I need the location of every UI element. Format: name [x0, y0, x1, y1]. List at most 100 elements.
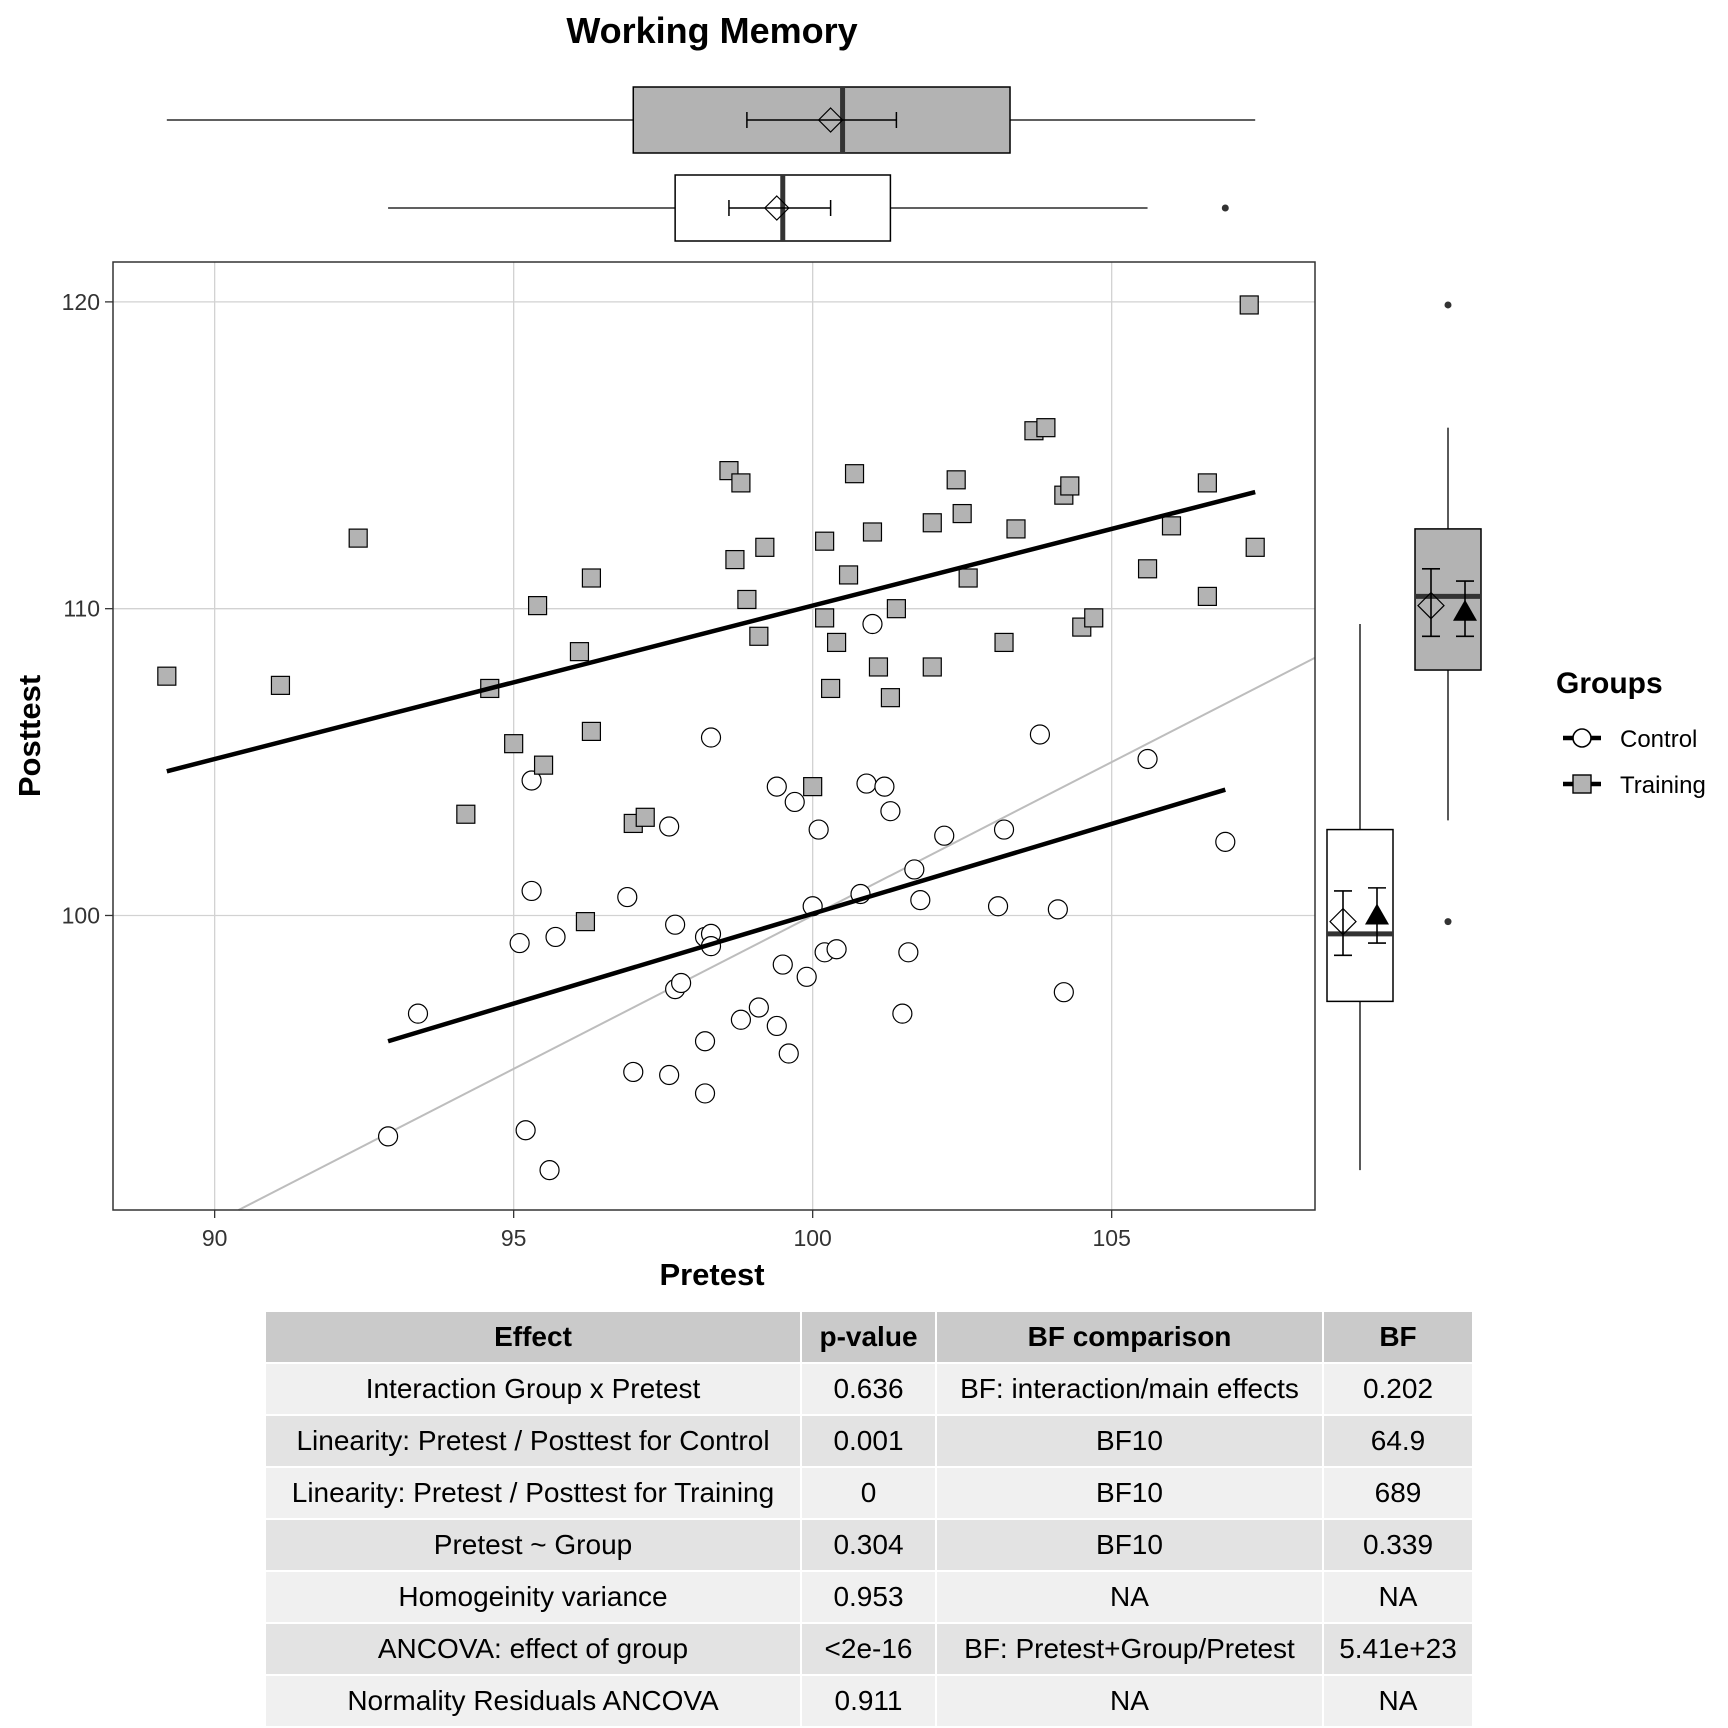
control-point	[521, 770, 542, 791]
working-memory-figure: Working Memory 90 95 100 105 100 110 120 Prete…	[12, 10, 1706, 1292]
regression-lines	[166, 489, 1256, 1044]
control-posttest-mean-triangle	[1365, 903, 1389, 925]
pretest-boxplot-panel	[166, 86, 1256, 242]
training-point	[581, 721, 602, 741]
table-cell: 0.911	[800, 1674, 937, 1728]
training-point	[952, 503, 972, 524]
table-row: ANCOVA: effect of group <2e-16 BF: Pretest…	[264, 1622, 1474, 1676]
training-posttest-outlier	[1444, 301, 1452, 309]
training-point	[1060, 476, 1080, 496]
control-point	[730, 1009, 752, 1030]
table-cell: 0.202	[1322, 1362, 1474, 1416]
table-cell: <2e-16	[800, 1622, 937, 1676]
training-pretest-mean-diamond	[817, 107, 844, 133]
y-axis-title: Posttest	[12, 675, 47, 797]
table-row: Linearity: Pretest / Posttest for Contro…	[264, 1414, 1474, 1468]
training-point	[868, 657, 889, 677]
table-cell: 0.001	[800, 1414, 937, 1468]
control-point	[987, 896, 1009, 917]
training-point	[157, 666, 177, 686]
training-point	[569, 642, 590, 662]
legend-label-control: Control	[1620, 726, 1697, 753]
posttest-boxplot-panel	[1326, 301, 1482, 1171]
control-point	[766, 776, 787, 797]
training-point	[755, 537, 775, 557]
control-point	[874, 776, 895, 797]
table-cell: Normality Residuals ANCOVA	[264, 1674, 802, 1728]
control-point	[671, 972, 692, 994]
training-point	[527, 596, 548, 616]
control-pretest-mean-diamond	[763, 195, 790, 221]
training-point	[1197, 586, 1217, 607]
control-regression-line	[387, 787, 1226, 1044]
control-point	[748, 997, 769, 1018]
control-point	[700, 727, 722, 748]
control-point	[766, 1015, 787, 1037]
training-posttest-mean-triangle	[1453, 599, 1477, 621]
training-point	[348, 528, 368, 548]
training-point	[635, 807, 655, 827]
training-point	[886, 599, 906, 619]
control-point	[407, 1003, 429, 1024]
training-point	[826, 632, 847, 653]
control-point	[665, 914, 686, 935]
table-column-header: Effect	[264, 1310, 802, 1364]
training-point	[1161, 516, 1182, 536]
training-point	[533, 755, 554, 775]
table-cell: BF: interaction/main effects	[935, 1362, 1324, 1416]
training-point	[880, 688, 901, 708]
x-tick-label: 105	[1092, 1225, 1130, 1251]
table-cell: NA	[1322, 1570, 1474, 1624]
table-cell: Homogeinity variance	[264, 1570, 802, 1624]
training-point	[504, 734, 524, 754]
x-tick-label: 95	[501, 1225, 527, 1251]
table-header-row: Effect p-value BF comparison BF	[264, 1310, 1474, 1364]
table-cell: 0.636	[800, 1362, 937, 1416]
training-point	[456, 804, 476, 824]
training-posttest-outlier	[1444, 918, 1452, 926]
control-point	[659, 1064, 680, 1086]
training-point	[1245, 537, 1265, 557]
control-point	[772, 954, 793, 975]
table-column-header: p-value	[800, 1310, 937, 1364]
table-row: Homogeinity variance 0.953 NA NA	[264, 1570, 1474, 1624]
training-point	[1137, 559, 1158, 579]
table-cell: 0	[800, 1466, 937, 1520]
scatter-points	[157, 295, 1265, 1181]
control-point	[856, 773, 877, 794]
training-point	[731, 473, 751, 493]
training-point	[844, 464, 865, 484]
table-column-header: BF comparison	[935, 1310, 1324, 1364]
control-point	[377, 1126, 399, 1147]
control-point	[826, 939, 847, 960]
y-tick-label: 120	[62, 289, 100, 315]
table-cell: NA	[935, 1570, 1324, 1624]
training-point	[1006, 519, 1026, 539]
training-point	[1036, 418, 1056, 438]
training-point	[803, 777, 823, 797]
x-axis-title: Pretest	[659, 1257, 764, 1292]
training-point	[725, 549, 745, 570]
control-point	[509, 932, 530, 954]
control-point	[659, 816, 680, 837]
table-row: Linearity: Pretest / Posttest for Traini…	[264, 1466, 1474, 1520]
control-point	[784, 791, 805, 813]
control-point	[1029, 724, 1051, 745]
table-cell: 0.339	[1322, 1518, 1474, 1572]
x-tick-label: 90	[202, 1225, 228, 1251]
training-point	[815, 608, 835, 628]
control-point	[515, 1120, 536, 1141]
training-point	[581, 568, 602, 588]
table-cell: NA	[935, 1674, 1324, 1728]
table-row: Interaction Group x Pretest 0.636 BF: inte…	[264, 1362, 1474, 1416]
table-cell: BF10	[935, 1414, 1324, 1468]
control-point	[862, 613, 883, 635]
table-body: Interaction Group x Pretest 0.636 BF: inte…	[264, 1362, 1474, 1728]
plot-panel-border	[112, 261, 1316, 1211]
reference-line	[238, 656, 1316, 1211]
training-point	[922, 657, 942, 677]
chart-title: Working Memory	[566, 10, 857, 51]
training-point	[270, 675, 291, 695]
training-point	[958, 568, 978, 588]
control-pretest-mean-diamond	[1329, 907, 1357, 936]
